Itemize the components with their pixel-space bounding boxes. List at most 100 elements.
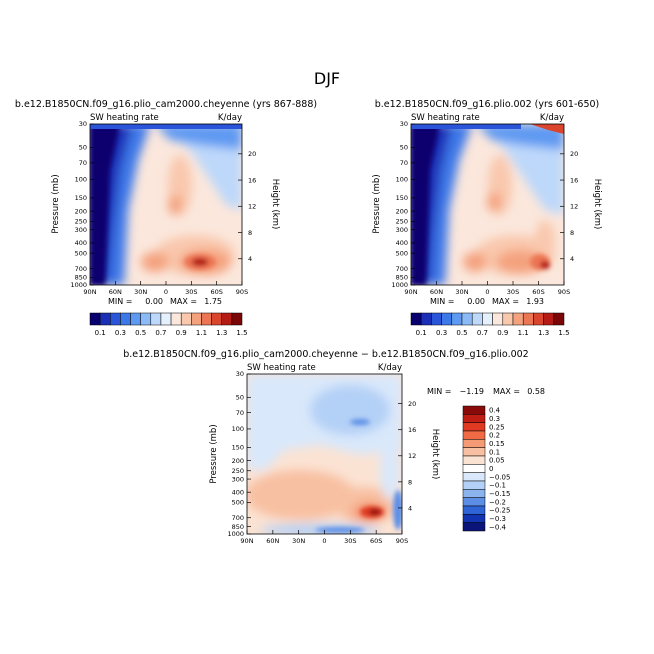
panel-c-ytick-label: 850: [232, 523, 244, 531]
panel-a-colorbar-swatch: [211, 312, 222, 326]
panel-c-colorbar-swatch: [462, 522, 486, 532]
panel-c-y2tick-label: 12: [408, 452, 416, 460]
panel-a-ytick-label: 400: [75, 239, 87, 247]
panel-b-y2tick-label: 8: [570, 229, 574, 237]
panel-b-colorbar-label: 1.5: [558, 329, 569, 337]
panel-c-colorbar-swatch: [462, 405, 486, 415]
panel-b-y2label: Height (km): [592, 179, 602, 230]
panel-a-colorbar-swatch: [140, 312, 152, 326]
panel-b-colorbar-swatch: [441, 312, 453, 326]
panel-c-colorbar: 0.40.30.250.20.150.10.050−0.05−0.1−0.15−…: [462, 405, 510, 532]
panel-c-colorbar-swatch: [462, 514, 486, 523]
panel-a-colorbar-swatch: [110, 312, 121, 326]
panel-c-colorbar-swatch: [462, 472, 486, 482]
panel-c-y2tick-label: 20: [408, 400, 416, 408]
panel-b-colorbar: 0.1 0.3 0.5 0.7 0.9 1.1 1.3 1.5: [410, 312, 570, 337]
panel-b-colorbar-swatch: [431, 312, 442, 326]
panel-a-ytick-label: 850: [75, 274, 87, 282]
panel-b-colorbar-swatch: [451, 312, 463, 326]
panel-c-xtick-label: 0: [322, 537, 326, 545]
panel-c-y2tick-label: 8: [408, 478, 412, 486]
panel-a-colorbar-label: 0.3: [115, 329, 126, 337]
panel-a-colorbar-swatch: [89, 312, 101, 326]
panel-a-xtick-label: 60N: [109, 288, 122, 296]
panel-a-colorbar-swatch: [160, 312, 172, 326]
panel-c-colorbar-swatch: [462, 455, 486, 465]
panel-a-xtick-label: 60S: [210, 288, 222, 296]
panel-c-colorbar-label: −0.1: [489, 482, 506, 490]
panel-c: b.e12.B1850CN.f09_g16.plio_cam2000.cheye…: [123, 349, 545, 545]
panel-b-xtick-label: 30S: [507, 288, 519, 296]
panel-b-variable: SW heating rate: [411, 113, 480, 123]
panel-a-ytick-label: 50: [79, 144, 87, 152]
panel-b-ytick-label: 500: [396, 249, 408, 257]
panel-b-ytick-label: 1000: [391, 281, 408, 289]
panel-a-colorbar-swatch: [99, 312, 111, 326]
panel-b-colorbar-swatch: [502, 312, 514, 326]
panel-c-ytick-label: 150: [232, 444, 244, 452]
panel-a-colorbar-swatch: [170, 312, 182, 326]
panel-b-colorbar-swatch: [512, 312, 524, 326]
panel-a-min-label: MIN =: [108, 297, 133, 306]
panel-b-ytick-label: 400: [396, 239, 408, 247]
panel-b-colorbar-label: 0.3: [436, 329, 447, 337]
panel-b-colorbar-swatch: [471, 312, 483, 326]
panel-c-ylabel: Pressure (mb): [209, 424, 219, 483]
panel-c-colorbar-label: 0.4: [489, 407, 501, 415]
panel-b-y2tick-label: 4: [570, 255, 574, 263]
panel-c-colorbar-label: 0.2: [489, 432, 500, 440]
panel-b-colorbar-label: 0.5: [456, 329, 467, 337]
panel-c-colorbar-label: −0.15: [489, 490, 510, 498]
panel-b-ytick-label: 100: [396, 175, 408, 183]
panel-b-ylabel: Pressure (mb): [372, 174, 382, 233]
panel-c-colorbar-swatch: [462, 430, 486, 440]
panel-c-xtick-label: 90S: [396, 537, 408, 545]
panel-a-ytick-label: 500: [75, 249, 87, 257]
panel-c-y2label: Height (km): [430, 429, 440, 480]
panel-a-y2tick-label: 4: [248, 255, 252, 263]
panel-c-y2tick-label: 4: [408, 504, 412, 512]
panel-c-colorbar-swatch: [462, 480, 486, 490]
panel-b-colorbar-label: 1.1: [518, 329, 529, 337]
panel-b-ytick-label: 70: [400, 159, 408, 167]
panel-c-colorbar-label: 0: [489, 465, 493, 473]
panel-c-colorbar-label: 0.3: [489, 415, 500, 423]
panel-b-colorbar-swatch: [553, 312, 565, 326]
panel-a-xtick-label: 30S: [185, 288, 197, 296]
panel-b-field: [411, 124, 564, 285]
panel-c-units: K/day: [378, 363, 402, 373]
panel-c-variable: SW heating rate: [247, 363, 316, 373]
panel-b-ytick-label: 30: [400, 120, 408, 128]
panel-a-y2label: Height (km): [270, 179, 280, 230]
panel-b-max-label: MAX =: [492, 297, 519, 306]
panel-a-colorbar-label: 0.9: [176, 329, 187, 337]
panel-b-colorbar-swatch: [482, 312, 493, 326]
panel-a-ytick-label: 150: [75, 194, 87, 202]
panel-a-colorbar-swatch: [201, 312, 212, 326]
panel-a-min-value: 0.00: [145, 297, 163, 306]
panel-b-y2tick-label: 20: [570, 150, 578, 158]
panel-b-ytick-label: 150: [396, 194, 408, 202]
panel-c-ytick-label: 30: [236, 370, 244, 378]
panel-a-colorbar-swatch: [130, 312, 141, 326]
panel-b-ytick-label: 250: [396, 218, 408, 226]
panel-c-ytick-label: 300: [232, 475, 244, 483]
panel-b: b.e12.B1850CN.f09_g16.plio.002 (yrs 601-…: [372, 99, 602, 337]
panel-c-min-label: MIN =: [427, 387, 452, 396]
panel-a-colorbar-label: 1.5: [236, 329, 247, 337]
panel-c-colorbar-label: −0.05: [489, 473, 510, 481]
panel-c-colorbar-swatch: [462, 464, 486, 473]
panel-c-colorbar-label: 0.25: [489, 423, 505, 431]
panel-b-min-label: MIN =: [430, 297, 455, 306]
panel-a: b.e12.B1850CN.f09_g16.plio_cam2000.cheye…: [15, 99, 317, 337]
panel-a-colorbar-swatch: [231, 312, 243, 326]
panel-b-units: K/day: [540, 113, 564, 123]
panel-a-colorbar: 0.1 0.3 0.5 0.7 0.9 1.1 1.3 1.5: [89, 312, 248, 337]
panel-b-max-value: 1.93: [526, 297, 544, 306]
panel-a-y2tick-label: 12: [248, 203, 256, 211]
panel-a-colorbar-label: 0.1: [95, 329, 106, 337]
panel-c-title: b.e12.B1850CN.f09_g16.plio_cam2000.cheye…: [123, 349, 528, 360]
panel-c-colorbar-swatch: [462, 497, 486, 507]
panel-b-colorbar-label: 0.9: [497, 329, 508, 337]
